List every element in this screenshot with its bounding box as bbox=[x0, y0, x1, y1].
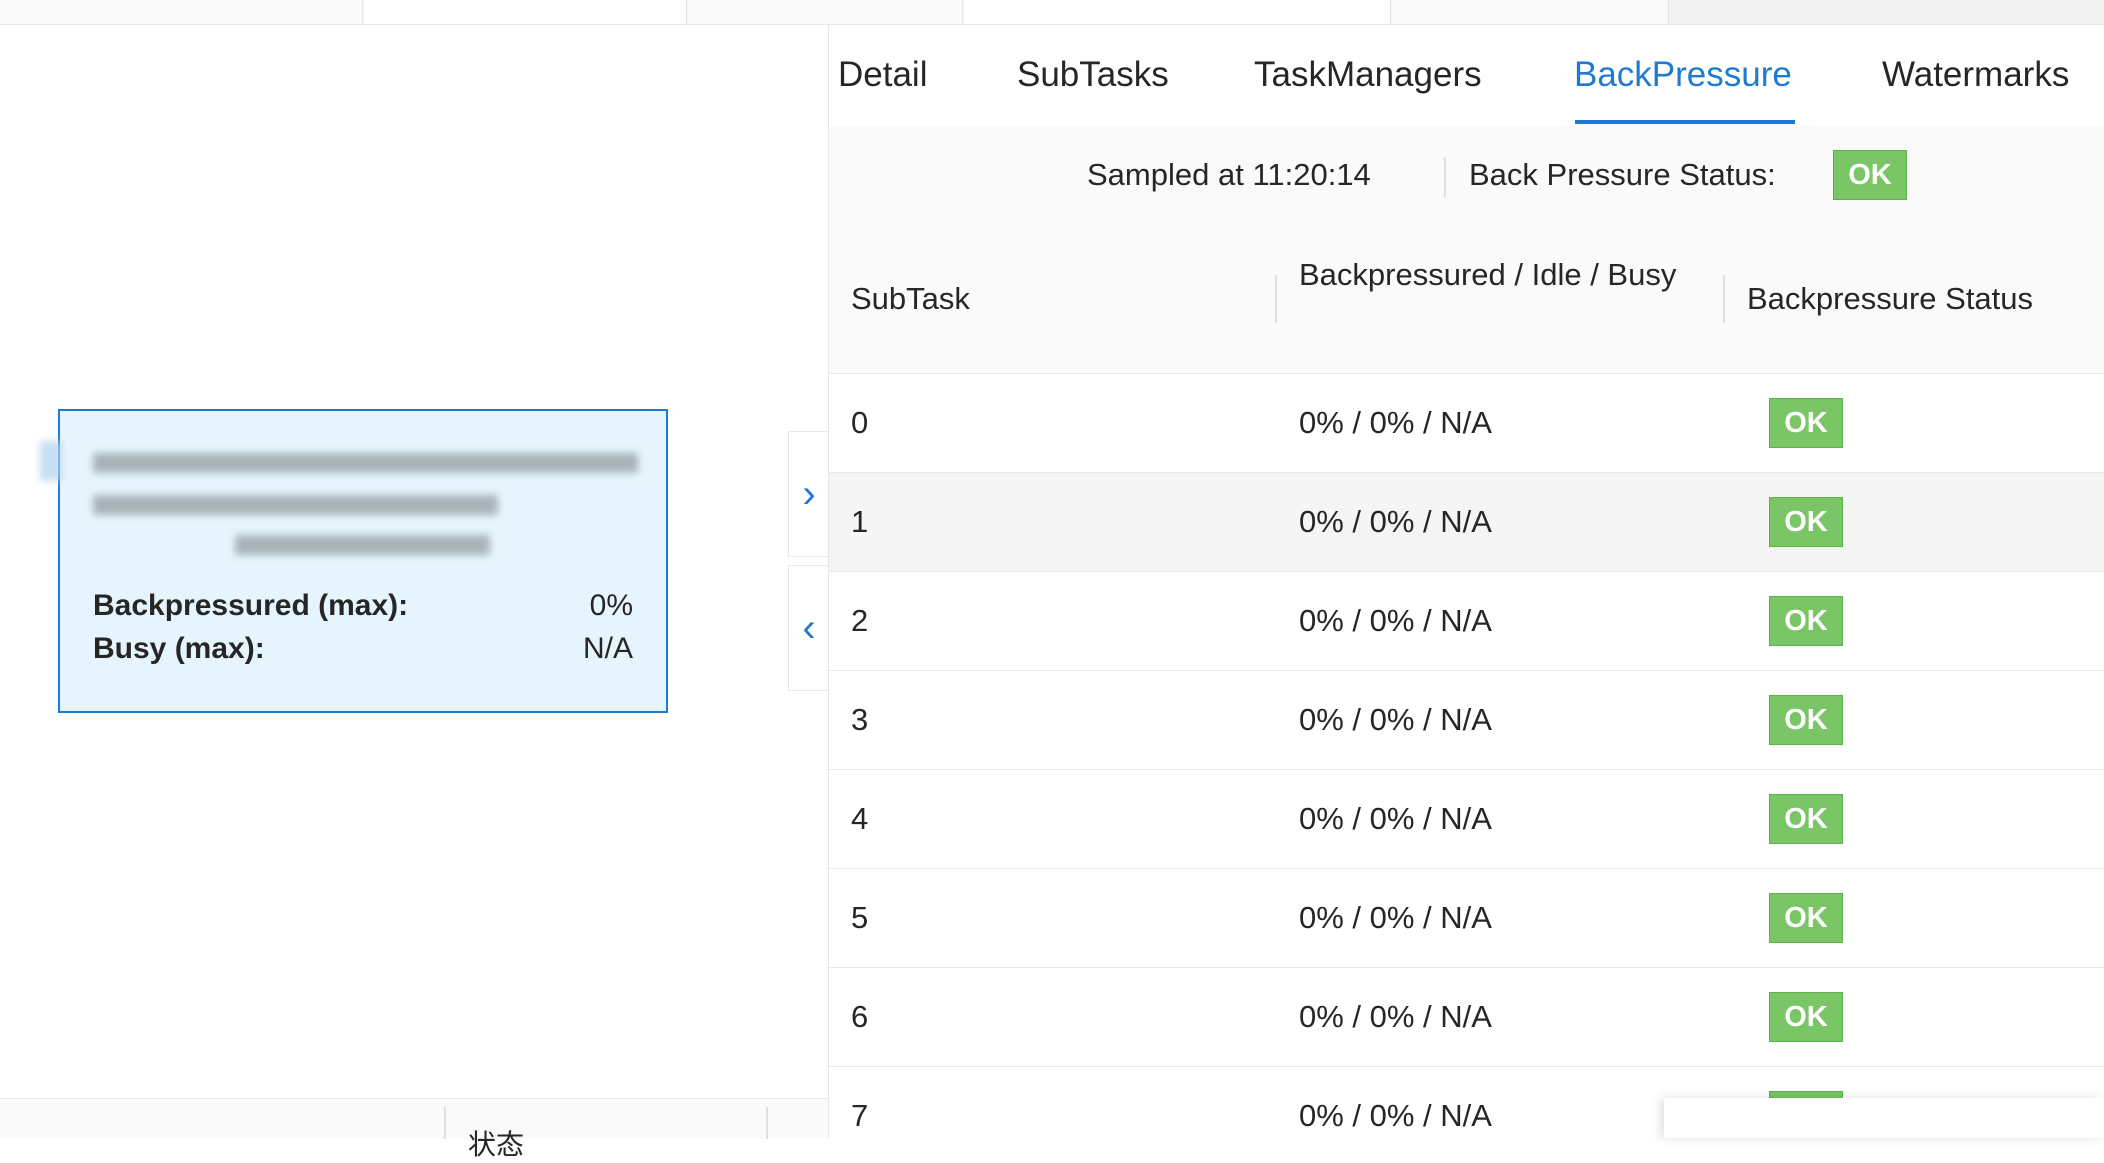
status-cell: OK bbox=[1769, 770, 1843, 868]
bottom-table-header: 状态 bbox=[0, 1098, 828, 1160]
subtask-cell: 7 bbox=[851, 1098, 869, 1133]
status-badge: OK bbox=[1769, 992, 1843, 1042]
column-separator bbox=[1275, 275, 1277, 323]
status-cell: OK bbox=[1769, 572, 1843, 670]
node-metric: Backpressured (max): 0% bbox=[93, 589, 633, 623]
backpressure-panel: Detail SubTasks TaskManagers BackPressur… bbox=[828, 25, 2104, 1138]
status-badge: OK bbox=[1769, 794, 1843, 844]
status-label: Back Pressure Status: bbox=[1469, 157, 1776, 192]
metric-value: 0% bbox=[589, 589, 633, 622]
status-badge: OK bbox=[1833, 150, 1907, 200]
table-row: 1 0% / 0% / N/A OK bbox=[829, 473, 2104, 572]
status-badge: OK bbox=[1769, 398, 1843, 448]
column-header: Backpressured / Idle / Busy bbox=[1299, 257, 1677, 292]
table-row: 6 0% / 0% / N/A OK bbox=[829, 968, 2104, 1067]
strip-tab bbox=[364, 0, 687, 24]
blurred-text bbox=[235, 535, 490, 555]
status-cell: OK bbox=[1769, 869, 1843, 967]
status-cell: OK bbox=[1769, 968, 1843, 1066]
status-cell: OK bbox=[1769, 473, 1843, 571]
blurred-text bbox=[93, 453, 638, 473]
tab-bar: Detail SubTasks TaskManagers BackPressur… bbox=[829, 25, 2104, 128]
subtask-cell: 6 bbox=[851, 999, 869, 1034]
ratio-cell: 0% / 0% / N/A bbox=[1299, 900, 1492, 935]
sampled-time: Sampled at 11:20:14 bbox=[1087, 157, 1371, 192]
tab[interactable]: TaskManagers bbox=[1254, 55, 1482, 94]
top-tab-strip bbox=[0, 0, 2104, 25]
ratio-cell: 0% / 0% / N/A bbox=[1299, 702, 1492, 737]
node-metric: Busy (max): N/A bbox=[93, 632, 633, 666]
column-separator bbox=[766, 1107, 768, 1139]
ratio-cell: 0% / 0% / N/A bbox=[1299, 603, 1492, 638]
tab[interactable]: SubTasks bbox=[1017, 55, 1169, 94]
status-badge: OK bbox=[1769, 893, 1843, 943]
column-separator bbox=[1723, 275, 1725, 323]
column-header: 状态 bbox=[468, 1129, 525, 1160]
strip-tab bbox=[688, 0, 963, 24]
expand-button[interactable]: › bbox=[788, 431, 829, 557]
column-header: Backpressure Status bbox=[1747, 281, 2034, 316]
table-row: 3 0% / 0% / N/A OK bbox=[829, 671, 2104, 770]
tab-active[interactable]: BackPressure bbox=[1574, 55, 1792, 94]
overlay-panel bbox=[1664, 1098, 2104, 1138]
status-badge: OK bbox=[1769, 497, 1843, 547]
status-badge: OK bbox=[1769, 596, 1843, 646]
ratio-cell: 0% / 0% / N/A bbox=[1299, 1098, 1492, 1133]
status-bar: Sampled at 11:20:14 Back Pressure Status… bbox=[829, 127, 2104, 226]
blurred-text bbox=[40, 441, 62, 481]
strip-tab bbox=[1392, 0, 1669, 24]
table-header: SubTask Backpressured / Idle / Busy Back… bbox=[829, 225, 2104, 374]
separator bbox=[1444, 157, 1446, 197]
status-cell: OK bbox=[1769, 374, 1843, 472]
subtask-cell: 1 bbox=[851, 504, 869, 539]
subtask-cell: 3 bbox=[851, 702, 869, 737]
status-cell: OK bbox=[1769, 671, 1843, 769]
table-row: 2 0% / 0% / N/A OK bbox=[829, 572, 2104, 671]
ratio-cell: 0% / 0% / N/A bbox=[1299, 405, 1492, 440]
collapse-button[interactable]: ‹ bbox=[788, 565, 829, 691]
table-row: 5 0% / 0% / N/A OK bbox=[829, 869, 2104, 968]
metric-label: Busy (max): bbox=[93, 632, 265, 665]
strip-tab bbox=[964, 0, 1391, 24]
tab[interactable]: Detail bbox=[838, 55, 928, 94]
subtask-cell: 5 bbox=[851, 900, 869, 935]
ratio-cell: 0% / 0% / N/A bbox=[1299, 801, 1492, 836]
subtask-cell: 2 bbox=[851, 603, 869, 638]
metric-label: Backpressured (max): bbox=[93, 589, 409, 622]
ratio-cell: 0% / 0% / N/A bbox=[1299, 999, 1492, 1034]
active-tab-underline bbox=[1575, 120, 1795, 124]
metric-value: N/A bbox=[582, 632, 633, 665]
status-badge: OK bbox=[1769, 695, 1843, 745]
column-header: SubTask bbox=[851, 281, 970, 316]
ratio-cell: 0% / 0% / N/A bbox=[1299, 504, 1492, 539]
subtask-cell: 4 bbox=[851, 801, 869, 836]
graph-node[interactable]: Backpressured (max): 0% Busy (max): N/A bbox=[40, 409, 668, 713]
strip-tab bbox=[0, 0, 363, 24]
tab[interactable]: Watermarks bbox=[1882, 55, 2070, 94]
column-separator bbox=[444, 1107, 446, 1139]
blurred-text bbox=[93, 495, 498, 515]
subtask-cell: 0 bbox=[851, 405, 869, 440]
table-row: 0 0% / 0% / N/A OK bbox=[829, 374, 2104, 473]
table-row: 4 0% / 0% / N/A OK bbox=[829, 770, 2104, 869]
